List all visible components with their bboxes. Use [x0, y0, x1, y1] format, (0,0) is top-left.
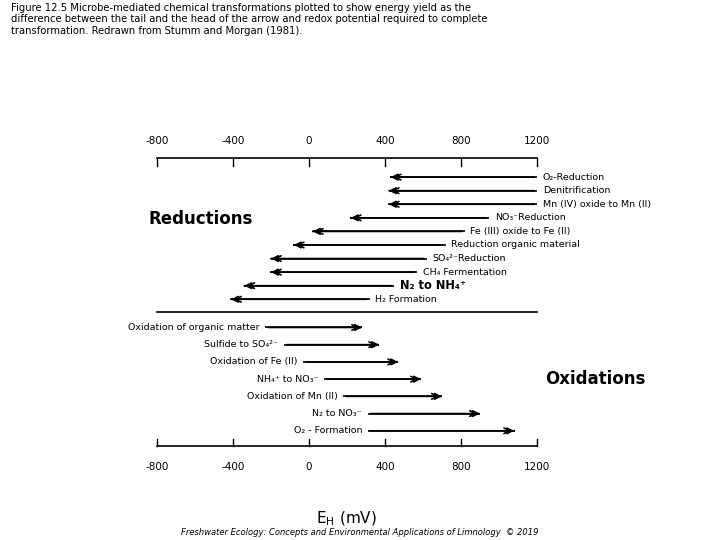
Text: 0: 0 [305, 462, 312, 472]
Text: Figure 12.5 Microbe-mediated chemical transformations plotted to show energy yie: Figure 12.5 Microbe-mediated chemical tr… [11, 3, 487, 36]
Text: Denitrification: Denitrification [543, 186, 610, 195]
Text: 1200: 1200 [524, 462, 550, 472]
Text: NO₃⁻Reduction: NO₃⁻Reduction [495, 213, 566, 222]
Text: -800: -800 [145, 136, 168, 146]
Text: Oxidation of Mn (II): Oxidation of Mn (II) [246, 392, 338, 401]
Text: NH₄⁺ to NO₃⁻: NH₄⁺ to NO₃⁻ [257, 375, 318, 383]
Text: $\mathregular{E_H}$ (mV): $\mathregular{E_H}$ (mV) [316, 509, 377, 528]
Text: CH₄ Fermentation: CH₄ Fermentation [423, 268, 507, 276]
Text: -400: -400 [221, 136, 245, 146]
Text: 400: 400 [375, 136, 395, 146]
Text: Reduction organic material: Reduction organic material [451, 240, 580, 249]
Text: N₂ to NO₃⁻: N₂ to NO₃⁻ [312, 409, 362, 418]
Text: N₂ to NH₄⁺: N₂ to NH₄⁺ [400, 279, 466, 292]
Text: Reductions: Reductions [148, 211, 253, 228]
Text: -400: -400 [221, 462, 245, 472]
Text: O₂-Reduction: O₂-Reduction [543, 173, 605, 181]
Text: H₂ Formation: H₂ Formation [375, 295, 437, 304]
Text: -800: -800 [145, 462, 168, 472]
Text: O₂ - Formation: O₂ - Formation [294, 426, 362, 435]
Text: Oxidations: Oxidations [546, 370, 646, 388]
Text: 400: 400 [375, 462, 395, 472]
Text: 800: 800 [451, 136, 471, 146]
Text: Freshwater Ecology: Concepts and Environmental Applications of Limnology  © 2019: Freshwater Ecology: Concepts and Environ… [181, 528, 539, 537]
Text: 800: 800 [451, 462, 471, 472]
Text: Oxidation of organic matter: Oxidation of organic matter [128, 323, 259, 332]
Text: 0: 0 [305, 136, 312, 146]
Text: Sulfide to SO₄²⁻: Sulfide to SO₄²⁻ [204, 340, 279, 349]
Text: 1200: 1200 [524, 136, 550, 146]
Text: Fe (III) oxide to Fe (II): Fe (III) oxide to Fe (II) [470, 227, 571, 236]
Text: Mn (IV) oxide to Mn (II): Mn (IV) oxide to Mn (II) [543, 200, 651, 209]
Text: SO₄²⁻Reduction: SO₄²⁻Reduction [433, 254, 506, 263]
Text: Oxidation of Fe (II): Oxidation of Fe (II) [210, 357, 297, 367]
